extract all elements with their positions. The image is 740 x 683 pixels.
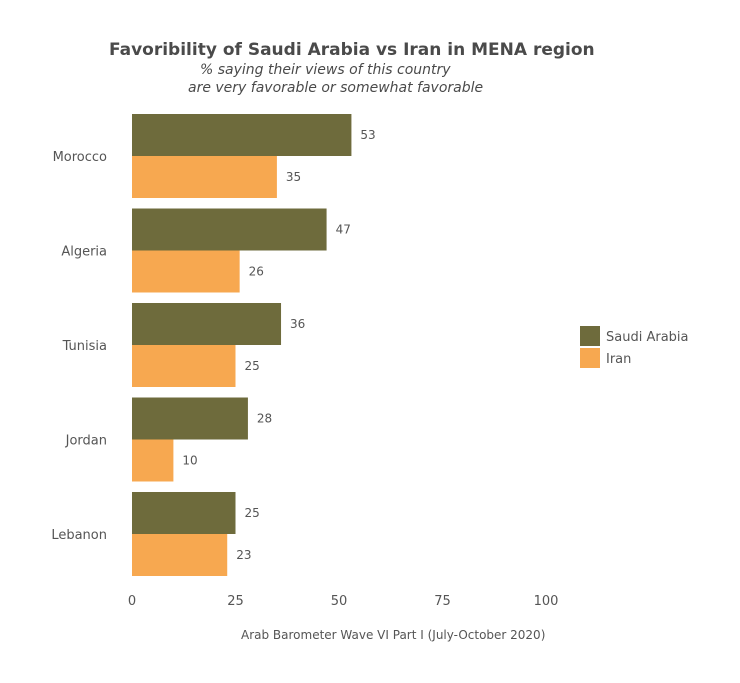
data-label-iran-tunisia: 25 bbox=[245, 359, 260, 373]
category-label-jordan: Jordan bbox=[65, 434, 107, 449]
data-label-saudi-arabia-jordan: 28 bbox=[257, 412, 272, 426]
x-tick-label-100: 100 bbox=[534, 594, 559, 609]
data-label-iran-lebanon: 23 bbox=[236, 548, 251, 562]
legend-label-iran: Iran bbox=[606, 352, 631, 367]
chart-subtitle-line-1: % saying their views of this country bbox=[200, 62, 451, 78]
bar-saudi-arabia-tunisia bbox=[132, 303, 282, 345]
bar-iran-morocco bbox=[132, 156, 277, 198]
data-label-iran-morocco: 35 bbox=[286, 170, 301, 184]
legend-swatch-iran bbox=[580, 348, 600, 368]
data-label-iran-jordan: 10 bbox=[182, 454, 197, 468]
data-label-saudi-arabia-tunisia: 36 bbox=[290, 317, 305, 331]
data-label-saudi-arabia-algeria: 47 bbox=[336, 223, 351, 237]
category-label-morocco: Morocco bbox=[53, 150, 107, 165]
bar-iran-jordan bbox=[132, 439, 174, 482]
data-label-saudi-arabia-lebanon: 25 bbox=[245, 506, 260, 520]
category-label-algeria: Algeria bbox=[61, 245, 107, 260]
bar-saudi-arabia-lebanon bbox=[132, 492, 236, 534]
bar-saudi-arabia-jordan bbox=[132, 397, 248, 440]
chart-subtitle-line-2: are very favorable or somewhat favorable bbox=[188, 80, 484, 96]
legend-swatch-saudi-arabia bbox=[580, 326, 600, 346]
chart-title: Favoribility of Saudi Arabia vs Iran in … bbox=[109, 40, 595, 60]
x-tick-label-50: 50 bbox=[331, 594, 348, 609]
bar-saudi-arabia-morocco bbox=[132, 114, 352, 156]
x-tick-label-25: 25 bbox=[227, 594, 244, 609]
bar-iran-tunisia bbox=[132, 345, 236, 387]
x-tick-label-75: 75 bbox=[434, 594, 451, 609]
data-label-saudi-arabia-morocco: 53 bbox=[360, 128, 375, 142]
category-label-tunisia: Tunisia bbox=[62, 339, 107, 354]
data-label-iran-algeria: 26 bbox=[249, 265, 264, 279]
bar-iran-lebanon bbox=[132, 534, 228, 576]
category-label-lebanon: Lebanon bbox=[51, 528, 107, 543]
bar-iran-algeria bbox=[132, 250, 240, 293]
x-tick-label-0: 0 bbox=[128, 594, 136, 609]
legend-label-saudi-arabia: Saudi Arabia bbox=[606, 330, 689, 345]
chart-caption: Arab Barometer Wave VI Part I (July-Octo… bbox=[241, 628, 546, 642]
bar-saudi-arabia-algeria bbox=[132, 208, 327, 251]
